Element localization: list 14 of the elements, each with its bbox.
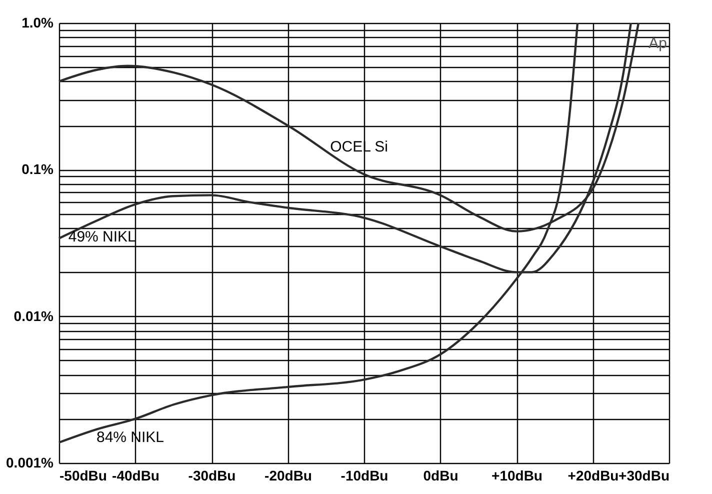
y-tick-label: 1.0% xyxy=(22,14,54,30)
x-tick-label: +20dBu xyxy=(568,468,619,484)
series-label: 49% NIKL xyxy=(68,228,136,246)
y-tick-label: 0.1% xyxy=(22,161,54,178)
x-tick-label: -10dBu xyxy=(340,468,388,484)
x-tick-label: -50dBu xyxy=(60,468,107,484)
x-tick-label: +10dBu xyxy=(492,468,542,484)
y-tick-label: 0.001% xyxy=(6,454,54,470)
x-tick-label: 0dBu xyxy=(423,468,458,484)
x-tick-label: -30dBu xyxy=(188,468,236,484)
x-tick-label: -40dBu xyxy=(112,468,160,484)
x-tick-label: -20dBu xyxy=(264,468,312,484)
y-tick-label: 0.01% xyxy=(14,308,54,324)
x-tick-label: +30dBu xyxy=(618,468,670,484)
